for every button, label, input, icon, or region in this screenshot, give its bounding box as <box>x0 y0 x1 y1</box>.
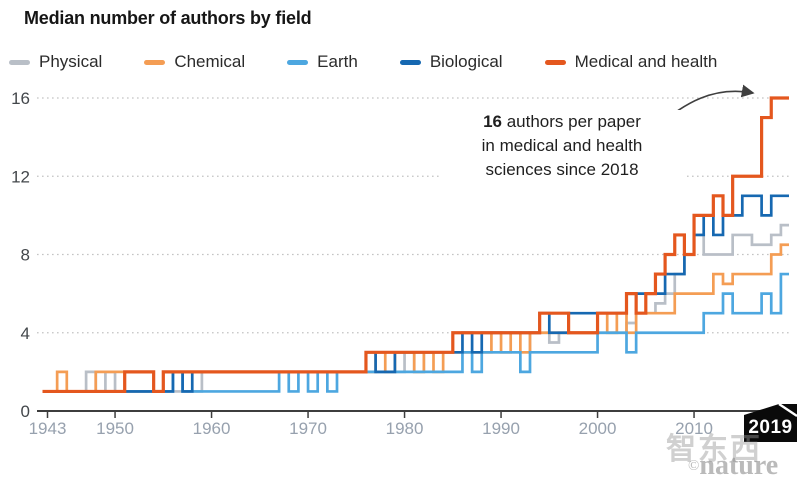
svg-text:16: 16 <box>11 89 30 108</box>
legend-swatch-icon <box>399 59 421 65</box>
legend-item-chemical: Chemical <box>144 52 245 72</box>
svg-text:0: 0 <box>21 402 30 421</box>
svg-text:2010: 2010 <box>675 419 713 438</box>
annotation-line-2: in medical and health <box>481 136 643 155</box>
legend-swatch-icon <box>287 59 309 65</box>
chart-title: Median number of authors by field <box>24 8 312 28</box>
legend-item-physical: Physical <box>9 52 102 72</box>
legend-label: Medical and health <box>574 52 718 71</box>
legend-label: Earth <box>317 52 358 71</box>
legend-item-biological: Biological <box>399 52 503 72</box>
watermark-nature-logo: ©nature <box>688 450 778 482</box>
svg-text:1950: 1950 <box>96 419 134 438</box>
legend-label: Physical <box>39 52 103 71</box>
legend-label: Biological <box>429 52 503 71</box>
svg-text:4: 4 <box>21 324 30 343</box>
legend-item-earth: Earth <box>287 52 358 72</box>
legend-swatch-icon <box>544 59 566 65</box>
legend-swatch-icon <box>144 59 166 65</box>
watermark-chinese: 智东西 <box>666 433 762 466</box>
legend-item-medical-and-health: Medical and health <box>544 52 718 72</box>
axis-end-year-flag: 2019 <box>748 417 793 438</box>
legend-label: Chemical <box>174 52 246 71</box>
nature-brand: nature <box>699 450 779 481</box>
svg-text:8: 8 <box>21 246 30 265</box>
svg-text:1980: 1980 <box>386 419 424 438</box>
svg-text:1943: 1943 <box>29 419 67 438</box>
annotation-line-1-text: authors per paper <box>502 112 641 131</box>
annotation-line-3: sciences since 2018 <box>485 160 639 179</box>
svg-text:1990: 1990 <box>482 419 520 438</box>
copyright-symbol: © <box>688 458 700 474</box>
legend-swatch-icon <box>9 59 30 65</box>
svg-text:2000: 2000 <box>579 419 617 438</box>
annotation-line-1: 16 authors per paper <box>440 110 684 134</box>
legend: Physical Chemical Earth Biological Medical a… <box>9 52 717 72</box>
annotation-callout: 16 authors per paper in medical and heal… <box>440 110 684 182</box>
svg-text:1960: 1960 <box>193 419 231 438</box>
svg-text:1970: 1970 <box>289 419 327 438</box>
annotation-value: 16 <box>483 112 502 131</box>
svg-text:12: 12 <box>11 167 30 186</box>
